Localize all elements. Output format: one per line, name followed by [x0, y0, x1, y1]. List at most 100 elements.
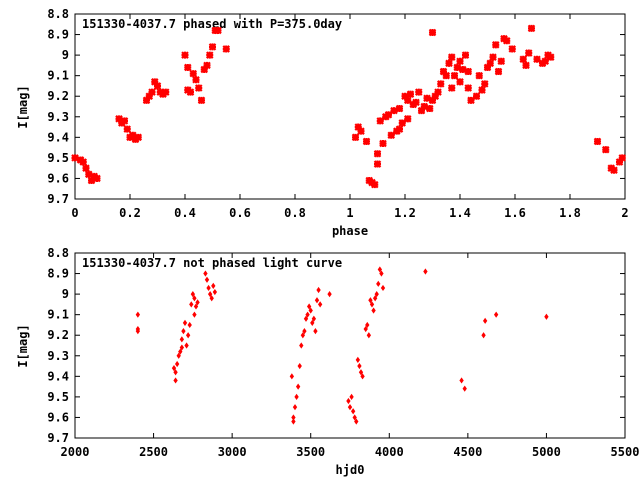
data-point	[346, 397, 351, 405]
data-point	[292, 404, 298, 411]
data-point	[493, 311, 499, 318]
data-point	[181, 51, 189, 59]
x-tick-label: 0.6	[229, 206, 251, 220]
y-tick-label: 9.6	[47, 171, 69, 185]
data-point	[387, 131, 396, 140]
data-point	[310, 319, 315, 326]
data-point	[314, 297, 320, 304]
data-point	[618, 154, 627, 162]
data-point	[412, 98, 420, 107]
data-point	[300, 332, 306, 339]
data-point	[593, 137, 602, 146]
data-point	[447, 53, 456, 61]
y-tick-label: 9.2	[47, 89, 69, 103]
data-point	[123, 125, 132, 133]
data-point	[533, 55, 541, 64]
y-tick-label: 9.1	[47, 69, 69, 83]
plot-frame	[74, 252, 626, 439]
y-tick-label: 8.9	[47, 267, 69, 281]
data-point	[357, 127, 365, 135]
data-point	[546, 53, 555, 61]
data-point	[82, 164, 90, 172]
data-point	[209, 295, 214, 302]
data-point	[303, 315, 309, 322]
data-point	[447, 84, 456, 92]
data-point	[355, 356, 361, 363]
y-tick-label: 9.1	[47, 308, 69, 322]
data-point	[472, 92, 481, 101]
y-tick-label: 8.8	[47, 7, 69, 21]
data-point	[360, 373, 365, 380]
data-point	[456, 78, 464, 86]
data-point	[365, 321, 370, 329]
x-tick-label: 2	[621, 206, 628, 220]
x-tick-label: 0	[71, 206, 78, 220]
data-point	[373, 150, 382, 158]
data-point	[327, 291, 332, 298]
data-point	[414, 88, 423, 96]
data-point	[295, 383, 301, 390]
data-point	[205, 51, 214, 59]
y-tick-label: 9.7	[47, 431, 69, 445]
y-tick-label: 9.6	[47, 410, 69, 424]
data-point	[464, 84, 473, 92]
data-point	[368, 297, 373, 304]
y-tick-label: 8.8	[47, 246, 69, 260]
data-point	[439, 67, 448, 76]
data-point	[497, 57, 506, 66]
data-point	[417, 106, 426, 115]
data-point	[478, 86, 486, 94]
data-point	[508, 45, 517, 53]
y-tick-label: 9	[62, 48, 69, 62]
data-point	[445, 59, 453, 68]
data-point	[192, 295, 197, 302]
data-point	[190, 291, 196, 298]
data-point	[173, 369, 178, 376]
data-points	[135, 266, 549, 425]
data-point	[461, 51, 470, 59]
data-point	[480, 80, 489, 88]
data-point	[395, 104, 404, 113]
data-point	[311, 315, 317, 322]
data-point	[482, 317, 488, 324]
phased-light-curve-panel: 151330-4037.7 phased with P=375.0day pha…	[16, 7, 629, 238]
data-point	[541, 57, 550, 66]
data-point	[115, 115, 123, 123]
data-point	[316, 286, 321, 294]
data-points	[71, 24, 627, 189]
data-point	[519, 55, 528, 64]
data-point	[398, 119, 407, 127]
x-axis-title: hjd0	[336, 463, 365, 477]
data-point	[179, 336, 185, 343]
data-point	[369, 301, 375, 308]
data-point	[403, 96, 412, 105]
data-point	[390, 106, 398, 115]
data-point	[181, 328, 186, 335]
axis-ticks: 2000 2500 3000 3500 4000 4500 5000 5500 8.8 8.9 9 9…	[47, 246, 639, 459]
data-point	[481, 332, 486, 339]
data-point	[135, 311, 141, 318]
data-point	[203, 61, 211, 70]
data-point	[178, 348, 183, 355]
data-point	[187, 321, 192, 329]
data-point	[204, 276, 210, 283]
data-point	[428, 28, 437, 37]
data-point	[294, 393, 299, 400]
data-point	[371, 307, 376, 314]
data-point	[186, 88, 195, 96]
unphased-light-curve-panel: 151330-4037.7 not phased light curve hjd…	[16, 246, 639, 477]
data-point	[308, 307, 313, 314]
data-point	[179, 344, 185, 351]
data-point	[456, 57, 464, 66]
y-tick-label: 9.5	[47, 390, 69, 404]
x-tick-label: 0.2	[119, 206, 141, 220]
data-point	[84, 170, 93, 179]
data-point	[208, 43, 217, 51]
data-point	[489, 53, 497, 61]
data-point	[189, 69, 198, 78]
data-point	[494, 67, 503, 76]
y-tick-label: 8.9	[47, 28, 69, 42]
data-point	[354, 418, 359, 425]
data-point	[502, 36, 511, 45]
data-point	[363, 325, 368, 333]
